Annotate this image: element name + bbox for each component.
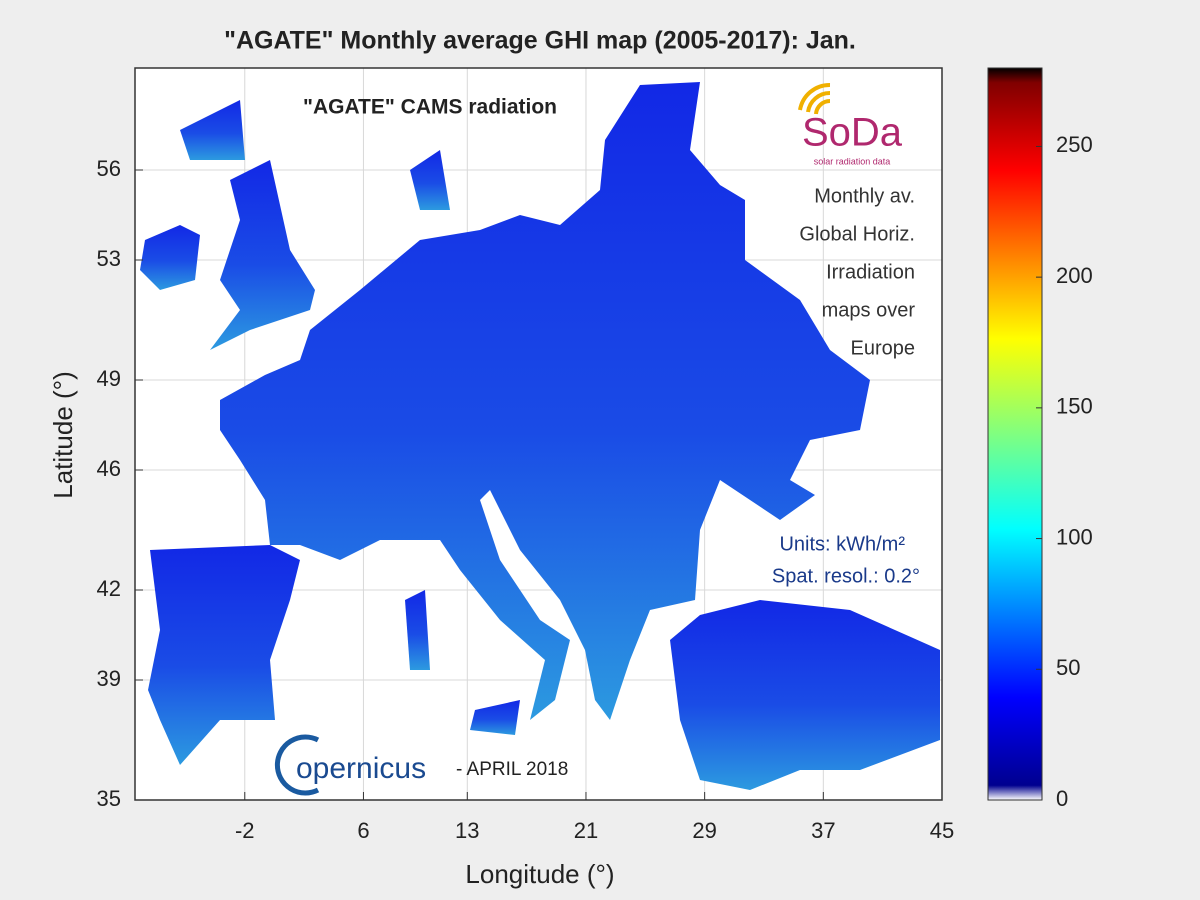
x-tick-label: 37 [811, 818, 835, 843]
x-tick-label: 21 [574, 818, 598, 843]
description: Monthly av. Global Horiz. Irradiation maps … [799, 185, 915, 359]
copernicus-text: opernicus [296, 752, 426, 785]
y-tick-label: 56 [97, 156, 121, 181]
x-tick-label: 45 [930, 818, 954, 843]
ireland [140, 225, 200, 290]
y-tick-label: 46 [97, 456, 121, 481]
subtitle: "AGATE" CAMS radiation [303, 96, 557, 119]
norway [180, 100, 245, 160]
colorbar-tick-label: 100 [1056, 524, 1093, 549]
soda-tagline: solar radiation data [814, 156, 891, 166]
land [140, 82, 940, 790]
date: - APRIL 2018 [456, 759, 568, 780]
soda-logo: SoDa solar radiation data [798, 82, 903, 166]
x-tick-label: 6 [357, 818, 369, 843]
colorbar-tick-label: 150 [1056, 394, 1093, 419]
description-line: Global Horiz. [799, 223, 915, 245]
soda-text: SoDa [802, 111, 903, 155]
continent [220, 82, 870, 720]
copernicus-logo: opernicus - APRIL 2018 [274, 734, 568, 796]
y-tick-label: 35 [97, 786, 121, 811]
x-label: Longitude (°) [465, 859, 614, 889]
y-tick-label: 49 [97, 366, 121, 391]
y-tick-label: 53 [97, 246, 121, 271]
y-tick-label: 42 [97, 576, 121, 601]
copernicus-icon [274, 734, 320, 796]
units: Units: kWh/m² [779, 533, 905, 555]
y-tick-label: 39 [97, 666, 121, 691]
turkey [670, 600, 940, 790]
y-label: Latitude (°) [48, 371, 78, 498]
soda-icon [798, 82, 831, 115]
x-tick-label: 13 [455, 818, 479, 843]
description-line: Irradiation [826, 261, 915, 283]
plot-frame [134, 67, 943, 801]
description-line: Monthly av. [814, 185, 915, 207]
colorbar-tick-label: 0 [1056, 786, 1068, 811]
colorbar-tick-label: 200 [1056, 263, 1093, 288]
iberia [148, 545, 300, 765]
colorbar-tick-label: 50 [1056, 655, 1080, 680]
colorbar [987, 67, 1043, 801]
sicily [470, 700, 520, 735]
description-line: maps over [822, 299, 916, 321]
britain [210, 160, 315, 350]
colorbar-tick-label: 250 [1056, 132, 1093, 157]
x-tick-label: 29 [692, 818, 716, 843]
description-line: Europe [851, 337, 916, 359]
resolution: Spat. resol.: 0.2° [772, 565, 920, 587]
x-tick-label: -2 [235, 818, 255, 843]
denmark [410, 150, 450, 210]
title: "AGATE" Monthly average GHI map (2005-20… [224, 27, 856, 55]
sardinia [405, 590, 430, 670]
